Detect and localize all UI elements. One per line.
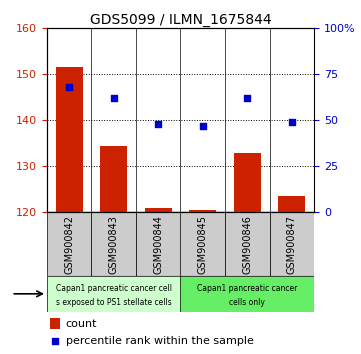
Text: cells only: cells only (229, 298, 265, 307)
Text: percentile rank within the sample: percentile rank within the sample (66, 336, 253, 346)
Text: GSM900846: GSM900846 (242, 215, 252, 274)
Bar (180, 276, 314, 312)
Bar (136, 212, 180, 276)
Point (155, 121, 161, 127)
Point (66, 84, 72, 90)
Bar (47, 276, 180, 312)
Bar (56, 67, 83, 212)
Text: GSM900843: GSM900843 (109, 215, 119, 274)
Text: s exposed to PS1 stellate cells: s exposed to PS1 stellate cells (56, 298, 171, 307)
Bar (278, 196, 305, 212)
Point (52, 338, 58, 343)
Bar (47, 212, 91, 276)
Text: GSM900847: GSM900847 (287, 215, 297, 274)
Title: GDS5099 / ILMN_1675844: GDS5099 / ILMN_1675844 (90, 13, 271, 27)
Text: GSM900842: GSM900842 (64, 215, 74, 274)
Text: GSM900845: GSM900845 (198, 215, 208, 274)
Bar (145, 208, 171, 212)
Text: Capan1 pancreatic cancer cell: Capan1 pancreatic cancer cell (56, 284, 172, 293)
Point (200, 123, 206, 129)
Bar (234, 153, 261, 212)
Point (289, 119, 295, 125)
Bar (270, 212, 314, 276)
Bar (91, 212, 136, 276)
Text: count: count (66, 319, 97, 329)
Bar (49, 318, 60, 329)
Point (111, 96, 117, 101)
Bar (225, 212, 270, 276)
Bar (190, 210, 216, 212)
Bar (100, 146, 127, 212)
Bar (180, 212, 225, 276)
Text: GSM900844: GSM900844 (153, 215, 163, 274)
Text: Capan1 pancreatic cancer: Capan1 pancreatic cancer (197, 284, 297, 293)
Point (244, 96, 250, 101)
